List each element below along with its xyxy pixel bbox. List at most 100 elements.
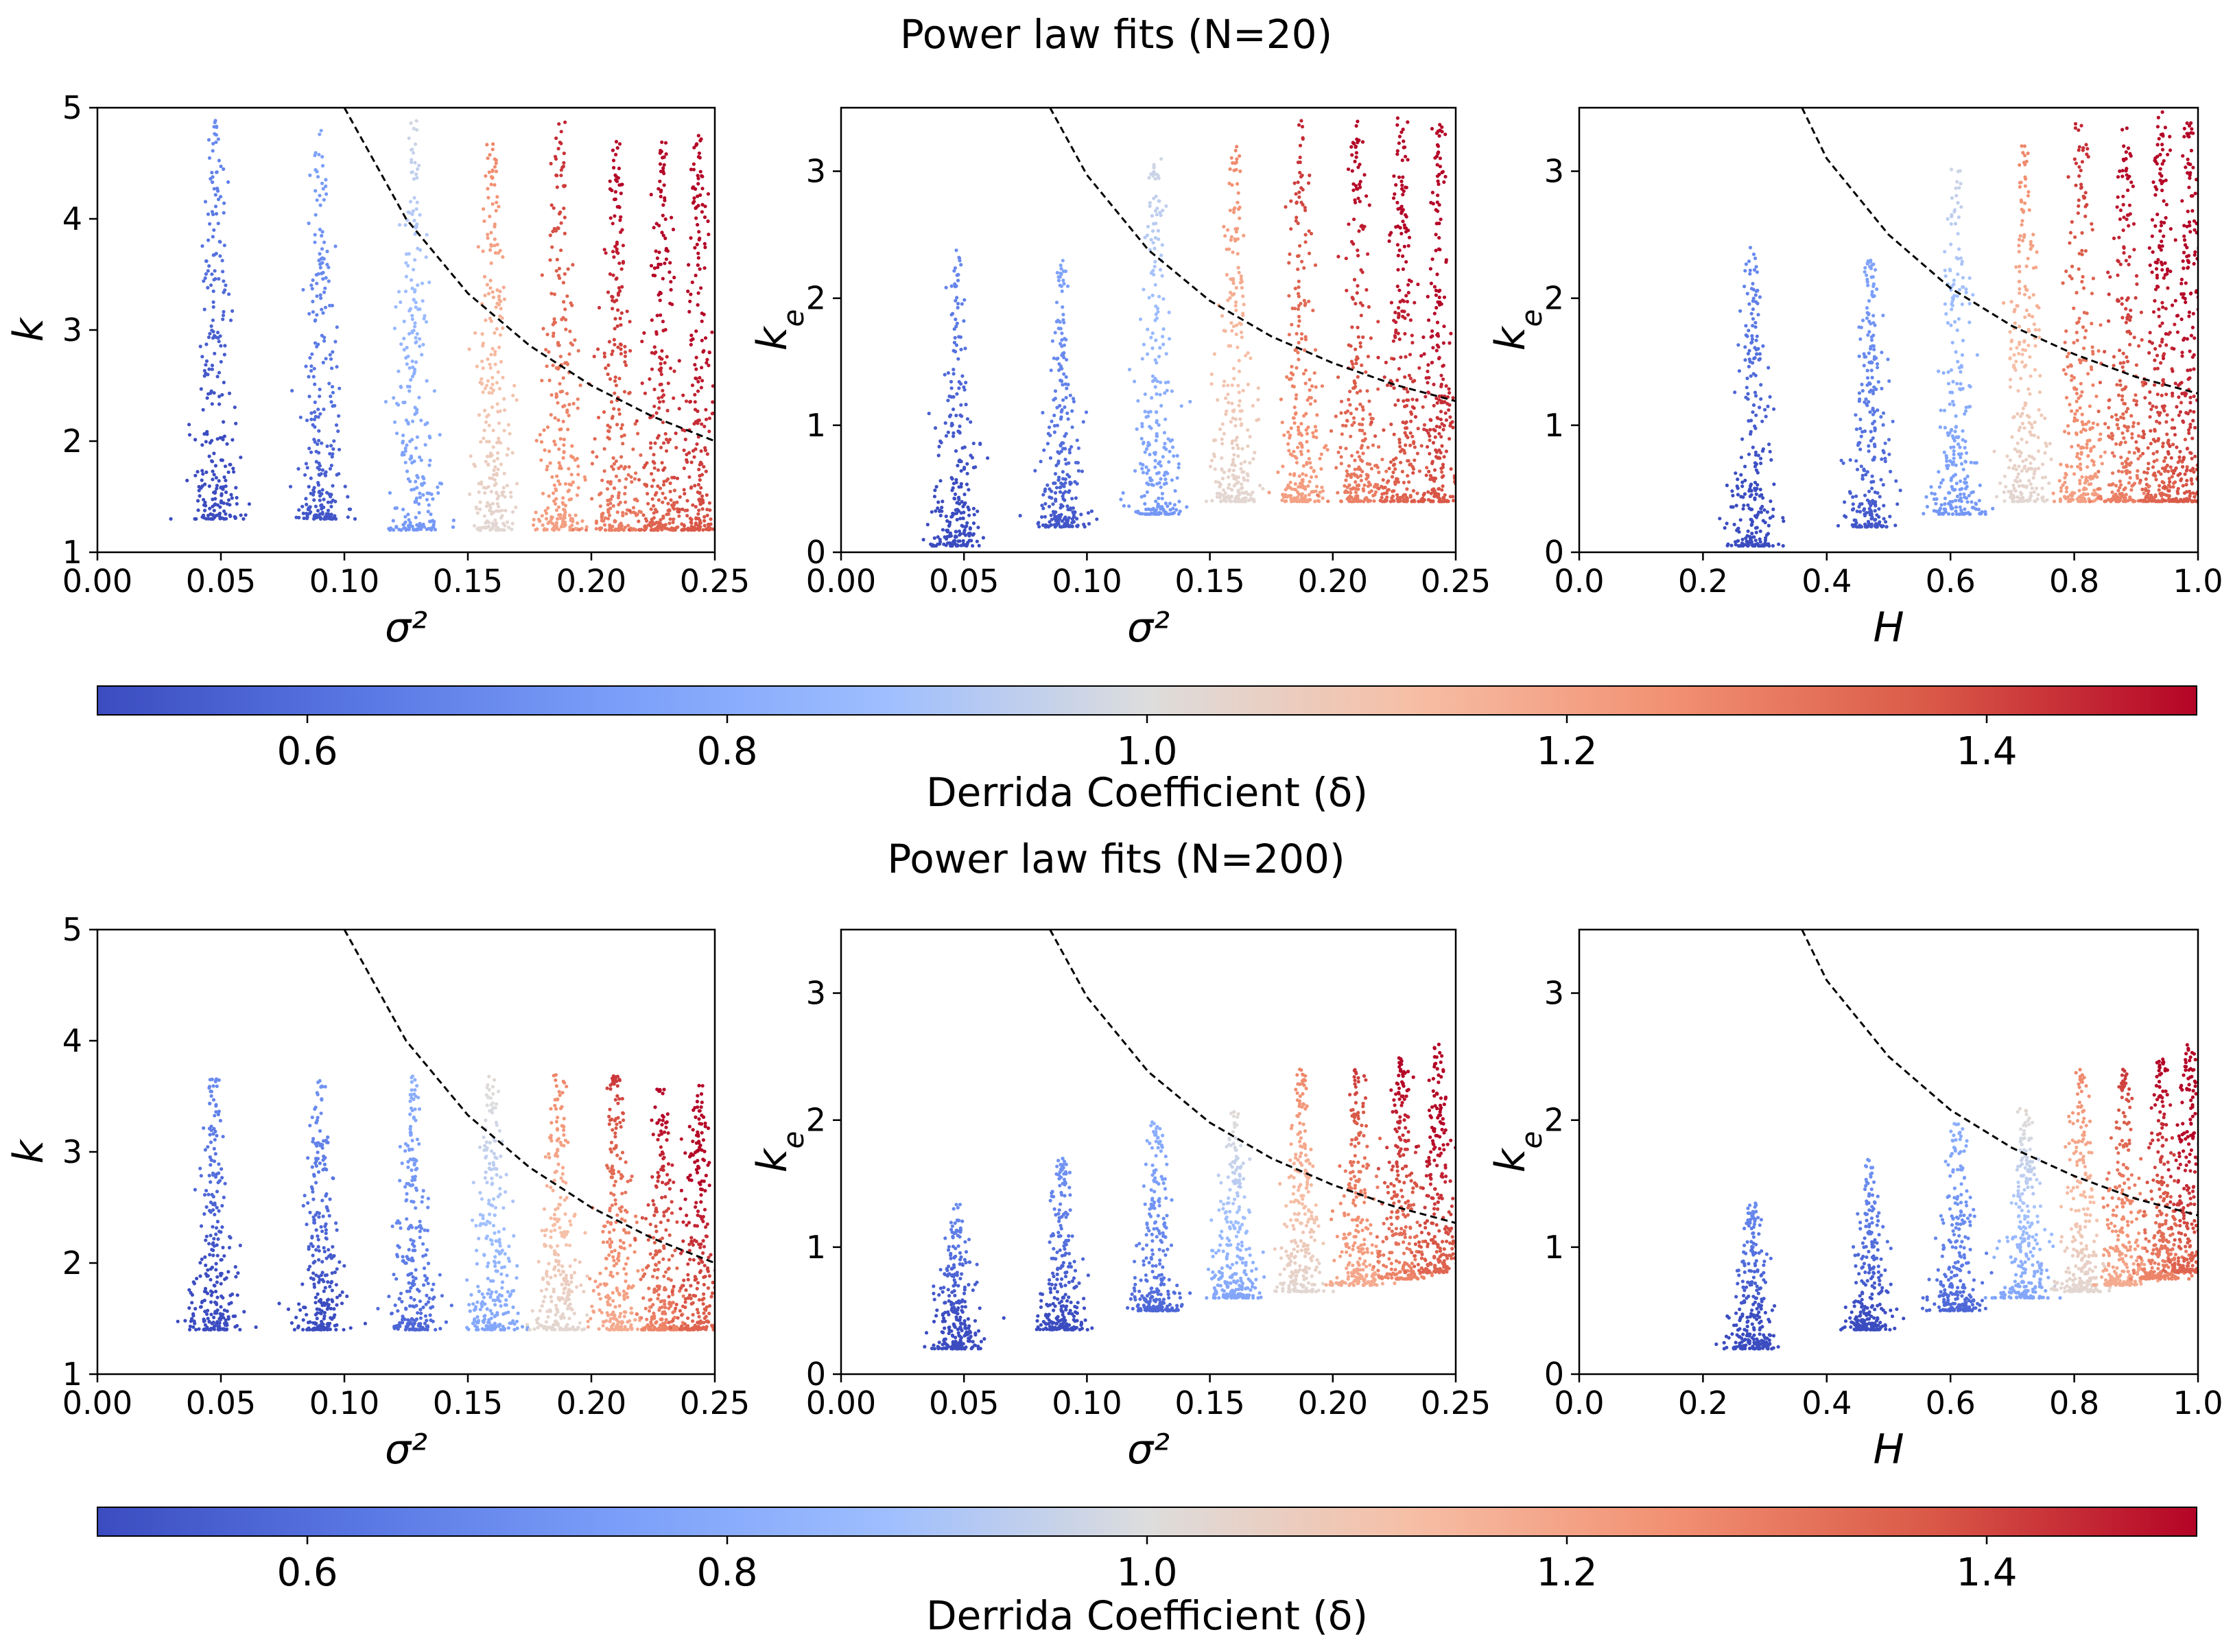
scatter-point [1226, 384, 1230, 388]
scatter-point [1404, 185, 1408, 189]
scatter-point [407, 366, 412, 370]
scatter-point [1406, 459, 1410, 463]
scatter-point [1434, 425, 1439, 429]
scatter-point [1858, 337, 1863, 341]
scatter-point [700, 473, 705, 477]
scatter-point [1442, 324, 1446, 329]
scatter-point [1142, 494, 1146, 498]
scatter-point [220, 493, 224, 497]
scatter-point [1297, 195, 1301, 199]
scatter-point [1873, 323, 1877, 327]
scatter-point [1395, 200, 1399, 204]
scatter-point [654, 332, 659, 336]
scatter-point [413, 405, 417, 410]
scatter-point [562, 151, 566, 156]
scatter-point [1772, 482, 1776, 486]
scatter-point [495, 528, 499, 532]
scatter-point [1360, 459, 1364, 463]
scatter-point [1235, 436, 1239, 440]
scatter-point [1895, 502, 1900, 506]
scatter-point [692, 145, 696, 150]
scatter-point [416, 167, 420, 171]
scatter-point [1050, 517, 1054, 521]
scatter-point [1753, 373, 1758, 377]
scatter-point [1349, 453, 1354, 458]
scatter-point [1460, 451, 1463, 455]
scatter-point [1754, 265, 1758, 269]
scatter-point [330, 385, 335, 389]
scatter-point [688, 299, 692, 303]
scatter-point [1866, 333, 1870, 337]
scatter-point [1880, 351, 1884, 355]
scatter-point [554, 502, 558, 506]
scatter-point [1318, 491, 1322, 495]
scatter-point [1349, 239, 1354, 244]
scatter-point [707, 501, 711, 505]
scatter-point [321, 277, 325, 281]
scatter-point [1300, 445, 1304, 449]
scatter-point [1351, 362, 1355, 366]
scatter-point [1411, 488, 1416, 493]
scatter-point [1870, 474, 1874, 478]
scatter-point [958, 413, 962, 417]
scatter-point [1302, 298, 1306, 303]
scatter-point [501, 486, 506, 490]
scatter-point [1436, 209, 1440, 213]
scatter-point [556, 367, 560, 371]
scatter-point [224, 478, 228, 482]
scatter-point [1865, 306, 1869, 310]
scatter-point [1752, 357, 1756, 361]
scatter-point [294, 515, 298, 519]
scatter-point [1950, 460, 1954, 464]
scatter-point [1747, 259, 1751, 263]
scatter-point [1456, 400, 1460, 403]
scatter-point [1867, 319, 1871, 324]
scatter-point [1956, 359, 1960, 364]
scatter-point [217, 394, 222, 399]
scatter-point [964, 403, 968, 407]
scatter-point [1349, 499, 1354, 504]
scatter-point [954, 534, 958, 539]
scatter-point [1293, 455, 1297, 459]
scatter-point [1062, 320, 1066, 324]
scatter-point [413, 258, 417, 262]
scatter-point [687, 451, 692, 455]
scatter-point [1080, 469, 1084, 473]
scatter-point [652, 478, 656, 482]
scatter-point [1043, 525, 1048, 529]
scatter-point [318, 412, 322, 416]
scatter-point [305, 418, 309, 423]
scatter-point [1215, 495, 1219, 499]
scatter-point [1859, 464, 1863, 469]
scatter-point [215, 484, 219, 488]
scatter-point [1873, 428, 1877, 433]
scatter-point [1432, 382, 1436, 387]
scatter-point [1287, 333, 1291, 337]
scatter-point [633, 497, 637, 502]
scatter-point [403, 460, 407, 464]
scatter-point [320, 488, 324, 492]
scatter-point [1048, 524, 1052, 528]
scatter-point [1747, 418, 1751, 423]
scatter-point [1070, 524, 1074, 528]
scatter-point [671, 227, 676, 232]
scatter-point [959, 381, 963, 386]
scatter-point [1358, 341, 1362, 345]
scatter-point [1758, 537, 1762, 541]
scatter-point [1295, 366, 1299, 370]
scatter-point [241, 517, 246, 521]
scatter-point [569, 517, 574, 521]
scatter-point [610, 464, 614, 469]
scatter-point [1301, 472, 1305, 476]
scatter-point [331, 390, 335, 394]
scatter-point [486, 236, 490, 240]
scatter-point [430, 526, 434, 530]
scatter-point [1158, 392, 1162, 397]
scatter-point [1360, 438, 1364, 442]
scatter-point [962, 388, 967, 392]
scatter-point [1284, 205, 1288, 209]
scatter-point [1443, 493, 1447, 497]
scatter-point [210, 170, 214, 175]
scatter-point [1185, 505, 1189, 509]
scatter-point [510, 510, 515, 514]
